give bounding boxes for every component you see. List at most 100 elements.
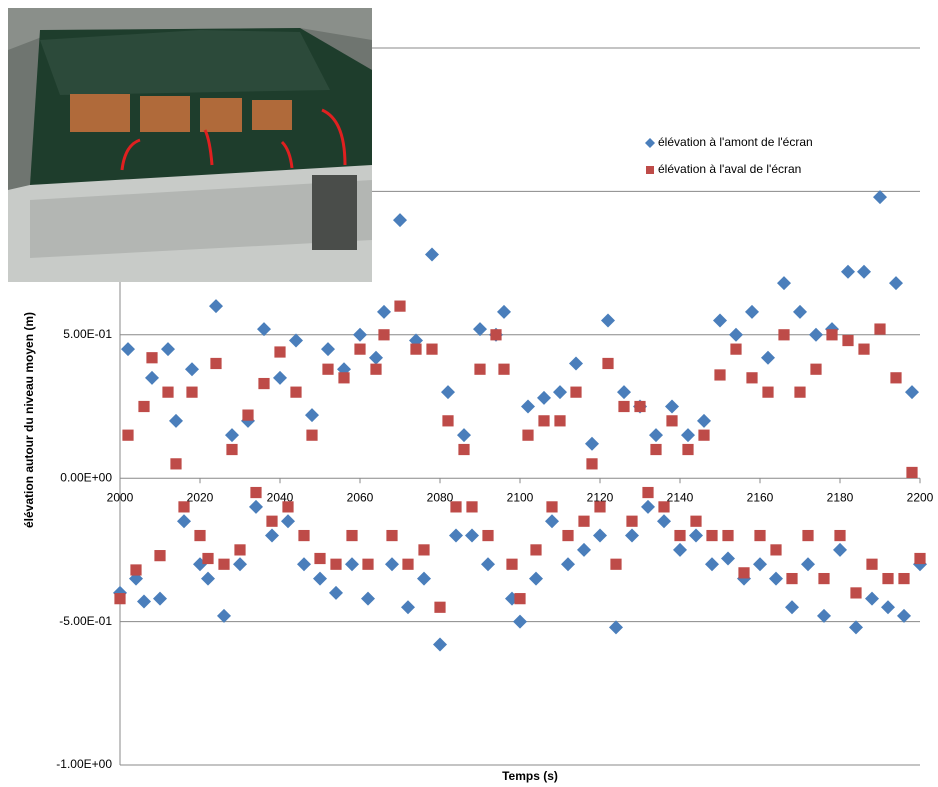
square-marker	[170, 458, 182, 470]
square-marker	[186, 386, 198, 398]
diamond-marker	[289, 333, 303, 348]
square-marker	[346, 529, 358, 542]
diamond-marker	[817, 608, 831, 623]
diamond-marker	[721, 551, 735, 566]
square-marker	[826, 329, 838, 341]
square-marker	[178, 501, 190, 513]
square-marker	[890, 372, 902, 384]
square-marker	[474, 363, 486, 375]
legend-marker	[645, 138, 655, 148]
diamond-marker	[537, 390, 551, 405]
square-marker	[850, 587, 862, 599]
photo-panel	[140, 96, 190, 132]
square-marker	[610, 558, 622, 570]
diamond-marker	[329, 585, 343, 600]
legend-label: élévation à l'amont de l'écran	[658, 135, 813, 149]
y-axis-title: élévation autour du niveau moyen (m)	[22, 312, 36, 528]
diamond-marker	[233, 557, 247, 572]
diamond-marker	[137, 594, 151, 609]
x-tick-label: 2080	[427, 490, 454, 504]
square-marker	[882, 572, 894, 585]
diamond-marker	[729, 327, 743, 342]
square-marker	[250, 486, 262, 499]
diamond-marker	[601, 313, 615, 328]
square-marker	[386, 529, 398, 542]
diamond-marker	[657, 514, 671, 529]
diamond-marker	[393, 213, 407, 228]
diamond-marker	[385, 557, 399, 572]
diamond-marker	[801, 557, 815, 572]
square-marker	[778, 329, 790, 341]
square-marker	[522, 429, 534, 441]
diamond-marker	[153, 591, 167, 606]
square-marker	[314, 552, 326, 565]
diamond-marker	[305, 408, 319, 423]
square-marker	[834, 529, 846, 542]
square-marker	[402, 558, 414, 570]
diamond-marker	[297, 557, 311, 572]
x-tick-label: 2040	[267, 490, 294, 504]
square-marker	[658, 501, 670, 513]
x-tick-label: 2000	[107, 490, 134, 504]
legend: élévation à l'amont de l'écran élévation …	[645, 135, 813, 176]
diamond-marker	[265, 528, 279, 543]
x-tick-label: 2060	[347, 490, 374, 504]
diamond-marker	[569, 356, 583, 371]
square-marker	[602, 357, 614, 370]
square-marker	[394, 300, 406, 312]
diamond-marker	[625, 528, 639, 543]
square-marker	[410, 343, 422, 355]
square-marker	[146, 352, 158, 364]
square-marker	[154, 550, 166, 562]
square-marker	[130, 564, 142, 576]
square-marker	[650, 443, 662, 456]
diamond-marker	[145, 370, 159, 385]
square-marker	[746, 372, 758, 384]
diamond-marker	[281, 514, 295, 529]
diamond-marker	[593, 528, 607, 543]
diamond-marker	[785, 600, 799, 615]
square-marker	[122, 429, 134, 441]
x-axis-title: Temps (s)	[502, 769, 558, 783]
square-marker	[674, 529, 686, 542]
square-marker	[874, 323, 886, 335]
square-marker	[466, 501, 478, 513]
square-marker	[754, 529, 766, 542]
diamond-marker	[401, 600, 415, 615]
square-marker	[210, 357, 222, 370]
square-marker	[578, 515, 590, 527]
diamond-marker	[777, 276, 791, 291]
square-marker	[898, 572, 910, 585]
diamond-marker	[561, 557, 575, 572]
diamond-marker	[169, 413, 183, 428]
legend-marker	[646, 166, 654, 174]
diamond-marker	[353, 327, 367, 342]
plot-area: -1.00E+00-5.00E-010.00E+005.00E-0111.520…	[56, 40, 933, 771]
square-marker	[786, 572, 798, 585]
diamond-marker	[161, 342, 175, 357]
square-marker	[626, 515, 638, 527]
diamond-marker	[585, 436, 599, 451]
square-marker	[306, 429, 318, 441]
square-marker	[514, 593, 526, 605]
diamond-marker	[249, 499, 263, 514]
diamond-marker	[689, 528, 703, 543]
diamond-marker	[553, 385, 567, 400]
square-marker	[618, 400, 630, 413]
square-marker	[738, 567, 750, 579]
square-marker	[482, 529, 494, 542]
photo-wall	[8, 8, 372, 50]
square-marker	[362, 558, 374, 570]
x-tick-label: 2200	[907, 490, 934, 504]
square-marker	[594, 501, 606, 513]
photo-panel	[200, 98, 242, 132]
square-marker	[794, 386, 806, 398]
photo-tank-side	[30, 180, 372, 258]
diamond-marker	[769, 571, 783, 586]
x-tick-label: 2160	[747, 490, 774, 504]
square-marker	[506, 558, 518, 570]
square-marker	[666, 415, 678, 427]
square-marker	[682, 443, 694, 456]
square-marker	[762, 386, 774, 398]
square-marker	[298, 529, 310, 542]
